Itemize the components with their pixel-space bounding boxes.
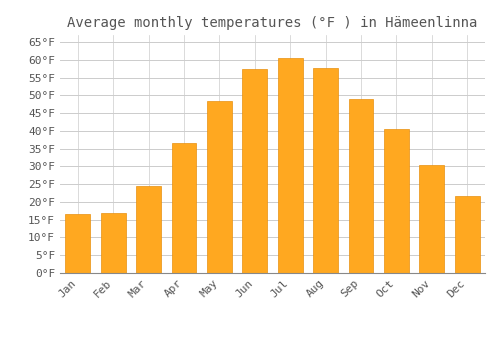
Bar <box>313 68 338 273</box>
Title: Average monthly temperatures (°F ) in Hämeenlinna: Average monthly temperatures (°F ) in Hä… <box>68 16 478 30</box>
Bar <box>455 196 479 273</box>
Bar <box>384 129 409 273</box>
Bar <box>207 101 232 273</box>
Bar <box>420 164 444 273</box>
Bar <box>348 99 374 273</box>
Bar <box>100 213 126 273</box>
Bar <box>136 186 161 273</box>
Bar <box>66 215 90 273</box>
Bar <box>172 144 196 273</box>
Bar <box>242 69 267 273</box>
Bar <box>278 58 302 273</box>
